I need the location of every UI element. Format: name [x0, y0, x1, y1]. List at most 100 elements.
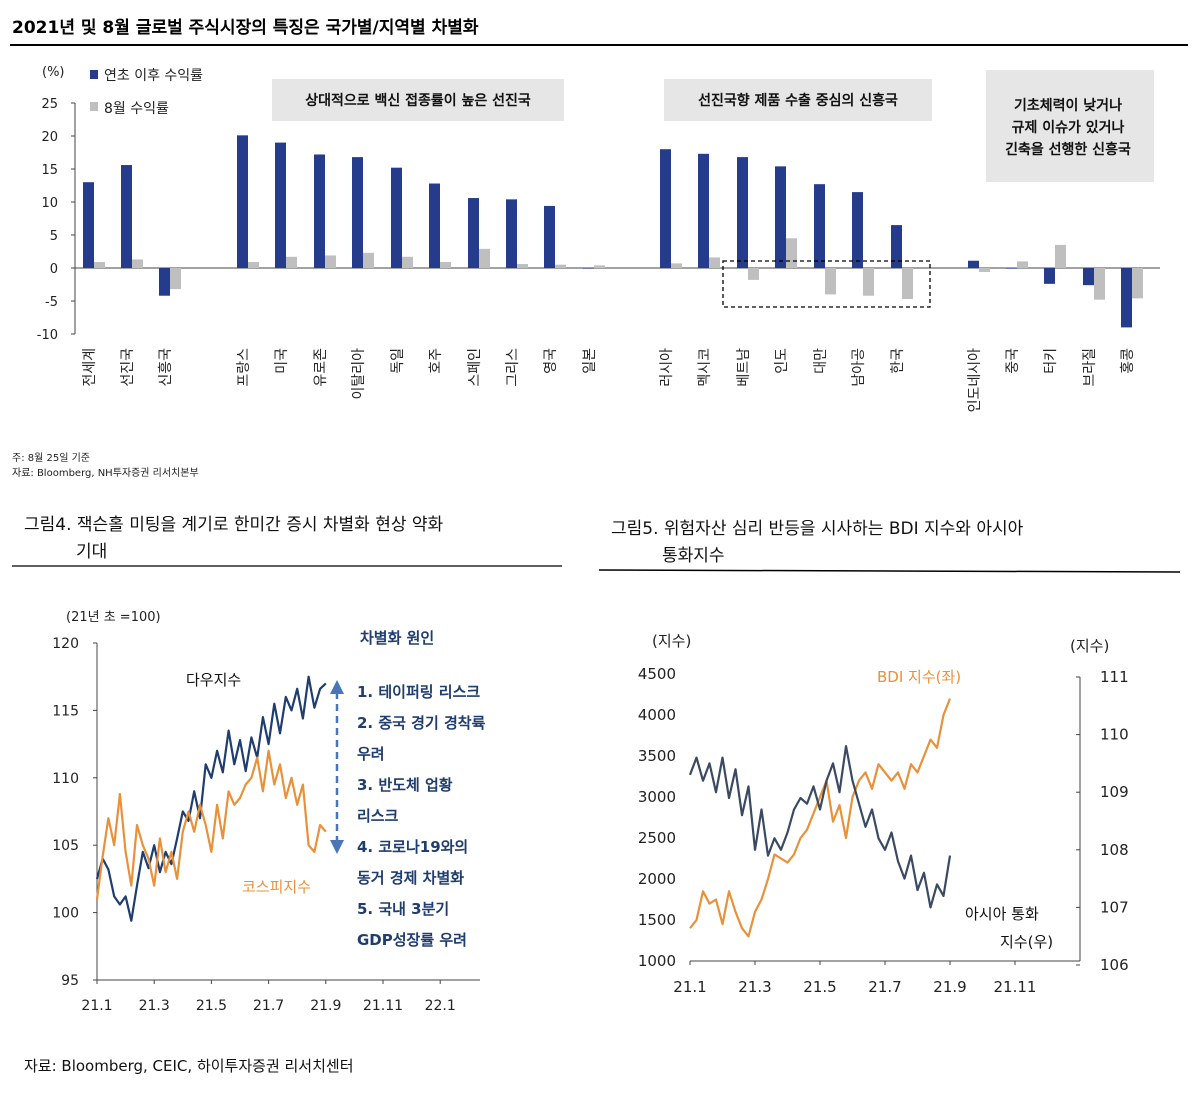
group-box-1 — [272, 79, 564, 121]
right-title-line2: 통화지수 — [662, 546, 725, 566]
top-y-tick-label: 20 — [41, 130, 58, 145]
asia-label-line2: 지수(우) — [1000, 933, 1053, 951]
bar-ytd — [1006, 268, 1017, 269]
bar-ytd — [544, 205, 555, 268]
right-left-tick-label: 4000 — [638, 706, 676, 724]
bar-aug — [1132, 268, 1143, 299]
group-box-2 — [664, 79, 932, 121]
bar-aug — [555, 264, 566, 268]
reasons-title: 차별화 원인 — [360, 629, 434, 647]
group-label-3c: 긴축을 선행한 신흥국 — [1005, 141, 1131, 158]
reason-item: 4. 코로나19와의 — [357, 838, 468, 856]
left-unit: (21년 초 =100) — [66, 610, 161, 625]
bar-ytd — [660, 149, 671, 268]
legend-label-aug: 8월 수익률 — [104, 101, 169, 117]
top-bar-chart: 전세계 선진국 신흥국 프랑스 미국 유로존 이탈리아 독일 호주 스페인 그리스 영국 일본 러시아 멕시… — [82, 135, 1143, 412]
reason-item: 동거 경제 차별화 — [357, 869, 464, 887]
top-category-label: 신흥국 — [158, 348, 174, 387]
top-y-tick-label: 10 — [41, 196, 58, 211]
top-category-label: 프랑스 — [236, 348, 252, 387]
top-category-label: 터키 — [1043, 348, 1059, 374]
top-category-label: 영국 — [543, 348, 559, 374]
right-right-tick-label: 110 — [1100, 726, 1129, 744]
right-left-tick-label: 3000 — [638, 788, 676, 806]
top-category-label: 대만 — [813, 348, 829, 374]
reason-item: 리스크 — [357, 807, 399, 825]
top-y-tick-label: -5 — [45, 295, 58, 310]
bar-aug — [132, 259, 143, 268]
bdi-label: BDI 지수(좌) — [877, 668, 961, 686]
right-right-tick-label: 106 — [1100, 956, 1129, 974]
top-category-label: 한국 — [890, 348, 906, 374]
asia-currency-line — [688, 744, 952, 909]
bar-ytd — [506, 199, 517, 268]
bar-aug — [286, 256, 297, 268]
top-y-tick-label: 0 — [50, 262, 58, 277]
highlight-box — [722, 260, 931, 308]
right-right-unit: (지수) — [1070, 637, 1109, 655]
bar-aug — [863, 268, 874, 296]
bar-ytd — [852, 192, 863, 268]
bar-ytd — [352, 157, 363, 268]
top-category-label: 브라질 — [1082, 348, 1098, 387]
bar-ytd — [468, 198, 479, 268]
bar-aug — [825, 268, 836, 295]
bar-aug — [902, 268, 913, 300]
top-category-label: 전세계 — [82, 348, 98, 387]
bar-ytd — [83, 182, 94, 268]
bar-ytd — [737, 157, 748, 268]
top-category-label: 중국 — [1005, 348, 1021, 374]
dow-label: 다우지수 — [186, 671, 241, 689]
top-category-label: 홍콩 — [1120, 348, 1136, 374]
bar-ytd — [314, 154, 325, 268]
group-label-1: 상대적으로 백신 접종률이 높은 선진국 — [305, 92, 531, 109]
bar-aug — [402, 256, 413, 268]
bar-aug — [248, 262, 259, 268]
bar-aug — [479, 248, 490, 268]
reason-item: 1. 테이퍼링 리스크 — [357, 683, 480, 701]
group-label-3b: 규제 이슈가 있거나 — [1012, 119, 1125, 136]
top-category-label: 독일 — [390, 348, 406, 374]
bar-ytd — [429, 183, 440, 268]
group-box-3 — [986, 70, 1154, 182]
left-y-tick-label: 100 — [52, 906, 79, 922]
right-line-chart-axis: 4500 4000 3500 3000 2500 2000 1500 1000 111 110 10… — [638, 665, 1129, 996]
right-left-tick-label: 1000 — [638, 952, 676, 970]
left-y-tick-label: 115 — [52, 703, 79, 719]
right-x-tick-label: 21.11 — [994, 978, 1037, 996]
bar-aug — [748, 268, 759, 280]
bar-aug — [94, 262, 105, 268]
right-right-tick-label: 108 — [1100, 841, 1129, 859]
top-y-tick-label: -10 — [37, 328, 58, 343]
bar-ytd — [775, 166, 786, 268]
right-title-line1: 그림5. 위험자산 심리 반등을 시사하는 BDI 지수와 아시아 — [611, 519, 1024, 539]
right-x-tick-label: 21.3 — [738, 978, 771, 996]
dow-line — [95, 675, 327, 922]
top-category-label: 일본 — [582, 348, 598, 374]
top-category-label: 유로존 — [313, 348, 329, 387]
left-y-tick-label: 120 — [52, 636, 79, 652]
left-x-tick-label: 21.5 — [196, 998, 227, 1014]
top-category-label: 멕시코 — [697, 348, 713, 387]
bar-aug — [170, 268, 181, 290]
bar-aug — [671, 263, 682, 268]
reason-item: GDP성장률 우려 — [357, 931, 467, 949]
right-left-tick-label: 2500 — [638, 829, 676, 847]
legend-label-ytd: 연초 이후 수익률 — [104, 68, 203, 84]
top-category-label: 그리스 — [505, 348, 521, 387]
left-x-tick-label: 21.3 — [139, 998, 170, 1014]
bar-aug — [1055, 244, 1066, 268]
reason-item: 5. 국내 3분기 — [357, 900, 449, 918]
top-y-tick-label: 15 — [41, 163, 58, 178]
right-right-tick-label: 111 — [1100, 668, 1129, 686]
legend-swatch-aug — [90, 102, 98, 111]
bar-ytd — [891, 225, 902, 268]
bar-aug — [363, 252, 374, 268]
bar-ytd — [583, 268, 594, 269]
left-title-line1: 그림4. 잭슨홀 미팅을 계기로 한미간 증시 차별화 현상 약화 — [24, 515, 444, 535]
top-title: 2021년 및 8월 글로벌 주식시장의 특징은 국가별/지역별 차별화 — [12, 18, 479, 38]
top-category-label: 인도네시아 — [967, 348, 983, 413]
left-title-line2: 기대 — [76, 542, 107, 562]
top-category-label: 남아공 — [851, 348, 867, 387]
bar-aug — [1094, 268, 1105, 300]
